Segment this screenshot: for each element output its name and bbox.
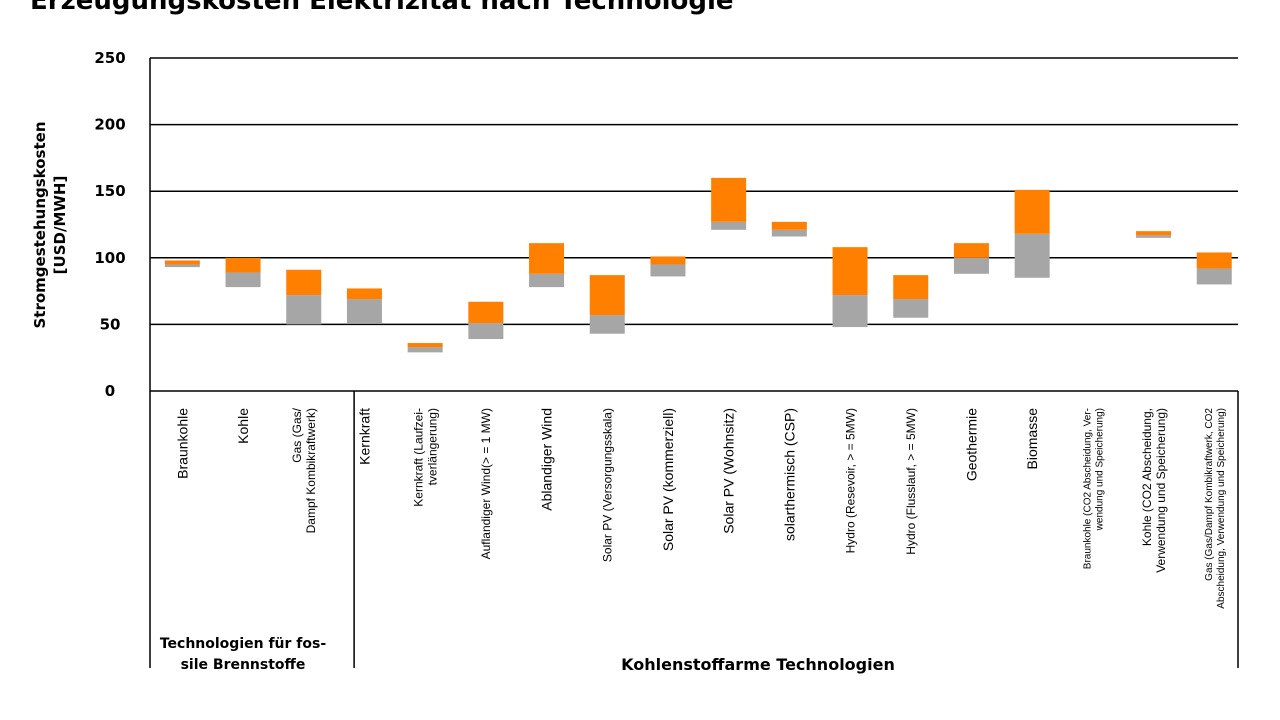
y-tick-label: 100: [94, 249, 125, 267]
x-tick-label: Auflandiger Wind(> = 1 MW): [479, 408, 493, 559]
bar-lower-segment: [893, 299, 929, 318]
y-tick-label: 50: [100, 315, 121, 333]
x-tick-label: Verwendung und Speicherung): [1154, 408, 1168, 573]
bar-lower-segment: [1136, 235, 1172, 238]
bar-upper-segment: [468, 301, 504, 324]
x-tick-label: Kohle (CO2 Abscheidung,: [1140, 408, 1154, 546]
x-tick-label: Kohle: [235, 408, 251, 444]
bar-lower-segment: [164, 264, 200, 268]
bar-lower-segment: [346, 299, 382, 324]
bar-upper-segment: [1196, 252, 1232, 269]
x-tick-label: Geothermie: [963, 408, 979, 481]
bar-upper-segment: [650, 256, 686, 265]
x-tick-label: Hydro (Flusslauf, > = 5MW): [904, 408, 918, 555]
x-tick-label: wendung und Speicherung): [1094, 408, 1105, 531]
bar-upper-segment: [711, 177, 747, 222]
bar-lower-segment: [225, 272, 261, 288]
y-tick-label: 250: [94, 49, 125, 67]
x-tick-label: tverlängerung): [425, 408, 439, 485]
x-tick-label: Kernkraft: [356, 408, 372, 465]
bar-lower-segment: [1014, 233, 1050, 278]
y-axis-label: Stromgestehungskosten: [31, 121, 49, 328]
chart-title: Erzeugungskosten Elektrizität nach Techn…: [30, 0, 734, 16]
bar-lower-segment: [771, 229, 807, 237]
x-tick-label: Solar PV (kommerziell): [660, 408, 676, 551]
x-tick-label: Dampf Kombikraftwerk): [304, 408, 318, 533]
x-tick-label: Abscheidung, Verwendung und Speicherung): [1216, 408, 1227, 609]
bar-upper-segment: [164, 260, 200, 265]
x-tick-label: Kernkraft (Laufzei-: [411, 408, 425, 507]
x-tick-label: solarthermisch (CSP): [781, 408, 797, 541]
bar-upper-segment: [225, 257, 261, 273]
bar-lower-segment: [1196, 268, 1232, 285]
bar-lower-segment: [832, 295, 868, 328]
bar-upper-segment: [407, 343, 443, 348]
x-tick-label: Braunkohle (CO2 Abscheidung, Ver-: [1082, 408, 1093, 569]
x-tick-label: Solar PV (Wohnsitz): [721, 408, 737, 534]
bar-upper-segment: [893, 275, 929, 300]
bar-upper-segment: [832, 247, 868, 296]
bar-lower-segment: [286, 295, 322, 325]
y-tick-label: 200: [94, 116, 125, 134]
group-label: Kohlenstoffarme Technologien: [621, 655, 895, 674]
y-tick-label: 0: [105, 382, 115, 400]
y-tick-label: 150: [94, 182, 125, 200]
bar-upper-segment: [529, 243, 565, 274]
x-tick-label: Ablandiger Wind: [538, 408, 554, 511]
bar-lower-segment: [589, 315, 625, 334]
bar-lower-segment: [468, 323, 504, 340]
bar-lower-segment: [953, 257, 989, 274]
y-axis-label: [USD/MWH]: [51, 176, 69, 275]
bar-lower-segment: [711, 221, 747, 230]
x-tick-label: Gas (Gas/Dampf Kombikraftwerk, CO2: [1204, 408, 1215, 581]
bar-lower-segment: [650, 264, 686, 277]
x-tick-label: Solar PV (Versorgungsskala): [600, 408, 614, 562]
group-label: Technologien für fos-: [160, 636, 326, 652]
bar-lower-segment: [529, 273, 565, 288]
bar-upper-segment: [286, 269, 322, 296]
bar-lower-segment: [407, 347, 443, 353]
group-label: sile Brennstoffe: [181, 657, 306, 673]
bar-upper-segment: [1014, 189, 1050, 234]
bar-upper-segment: [771, 221, 807, 230]
bar-upper-segment: [953, 243, 989, 258]
bar-upper-segment: [346, 288, 382, 300]
bar-upper-segment: [589, 275, 625, 316]
x-tick-label: Braunkohle: [174, 408, 190, 479]
x-tick-label: Hydro (Resevoir, > = 5MW): [843, 408, 857, 553]
x-tick-label: Biomasse: [1024, 408, 1040, 470]
x-tick-label: Gas (Gas/: [290, 407, 304, 462]
bar-upper-segment: [1136, 231, 1172, 236]
